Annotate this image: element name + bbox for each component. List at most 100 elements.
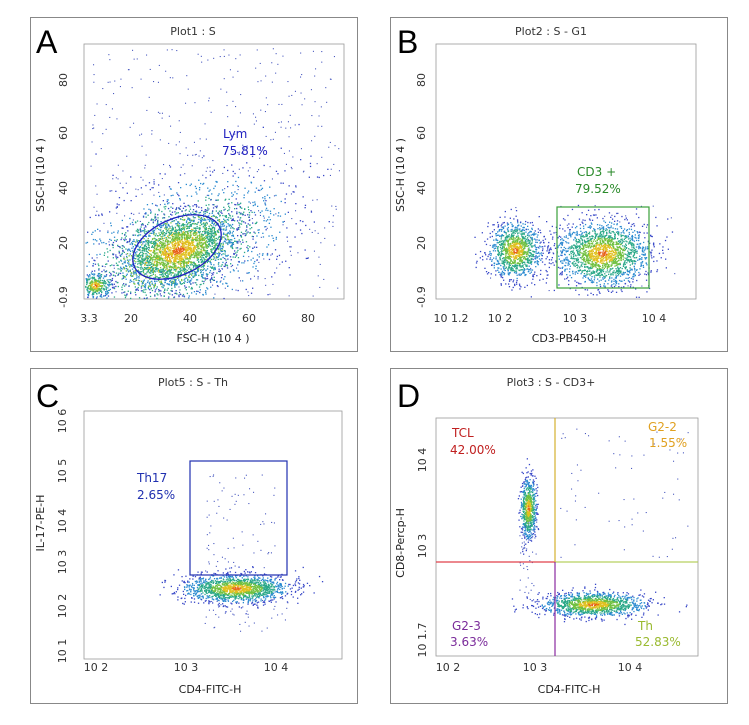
scatter-point [209,218,211,220]
scatter-point [285,193,288,195]
scatter-point [259,214,261,216]
scatter-point [166,223,168,225]
scatter-point [93,273,95,275]
scatter-point [239,226,241,228]
scatter-point [159,271,161,274]
scatter-point [153,237,155,239]
scatter-point [194,228,197,230]
scatter-point [276,258,278,260]
scatter-point [141,261,144,263]
scatter-point [89,282,91,284]
scatter-point [168,284,171,286]
scatter-point [221,245,224,248]
scatter-point [207,217,209,219]
scatter-point [149,267,151,270]
scatter-point [255,268,257,270]
scatter-point [516,246,518,248]
scatter-point [92,265,94,267]
scatter-point [97,228,99,230]
scatter-point [198,228,201,231]
scatter-point [226,255,228,257]
scatter-point [217,219,219,221]
scatter-point [284,213,286,215]
scatter-point [214,254,216,256]
scatter-point [273,195,275,197]
scatter-point [236,228,238,230]
scatter-point [502,246,505,248]
scatter-point [196,231,198,234]
scatter-point [239,241,241,243]
scatter-point [176,212,178,214]
scatter-point [284,170,286,172]
scatter-point [161,282,163,285]
scatter-point [158,271,160,273]
scatter-point [535,252,537,254]
scatter-point [164,274,166,276]
scatter-point [119,268,121,270]
scatter-point [158,209,160,212]
scatter-point [519,252,521,254]
scatter-point [173,264,176,266]
scatter-point [194,102,196,104]
scatter-point [329,174,331,176]
scatter-point [228,207,231,209]
scatter-point [85,278,87,280]
scatter-point [147,244,150,246]
scatter-point [173,240,175,242]
scatter-point [109,81,111,83]
scatter-point [183,263,185,266]
scatter-point [150,242,152,245]
scatter-point [156,227,159,229]
scatter-point [160,269,162,271]
scatter-point [187,154,189,156]
scatter-point [160,280,162,282]
scatter-point [217,285,219,288]
scatter-point [149,292,151,294]
scatter-point [229,232,231,234]
scatter-point [133,279,135,281]
scatter-point [115,240,117,242]
scatter-point [235,198,237,200]
scatter-point [227,285,229,287]
scatter-point [187,253,189,255]
scatter-point [172,276,174,278]
scatter-point [178,243,180,245]
scatter-point [214,268,216,271]
scatter-point [138,297,141,299]
scatter-point [195,206,197,208]
scatter-point [166,253,169,255]
scatter-point [176,225,178,227]
scatter-point [163,292,166,294]
scatter-point [175,239,177,241]
scatter-point [149,283,151,285]
scatter-point [142,260,144,262]
scatter-point [185,271,187,273]
scatter-point [166,199,168,201]
scatter-point [102,285,104,287]
scatter-point [508,280,511,282]
scatter-point [307,257,309,259]
scatter-point [86,282,88,284]
scatter-point [210,248,212,251]
scatter-point [150,263,152,265]
y-tick: 60 [57,126,70,140]
scatter-point [511,289,513,291]
scatter-point [171,266,174,269]
scatter-point [173,281,175,283]
scatter-point [238,204,240,206]
scatter-point [176,50,178,52]
scatter-point [177,182,180,184]
x-axis-label: FSC-H (10 4 ) [176,332,249,345]
scatter-point [187,253,189,256]
scatter-point [141,260,143,263]
scatter-point [190,273,192,275]
scatter-point [238,261,240,263]
scatter-point [94,288,96,290]
scatter-point [516,251,518,253]
scatter-point [185,234,187,236]
scatter-point [566,224,568,226]
scatter-point [103,222,105,224]
scatter-point [168,252,170,254]
scatter-point [117,164,119,166]
scatter-point [165,276,167,279]
